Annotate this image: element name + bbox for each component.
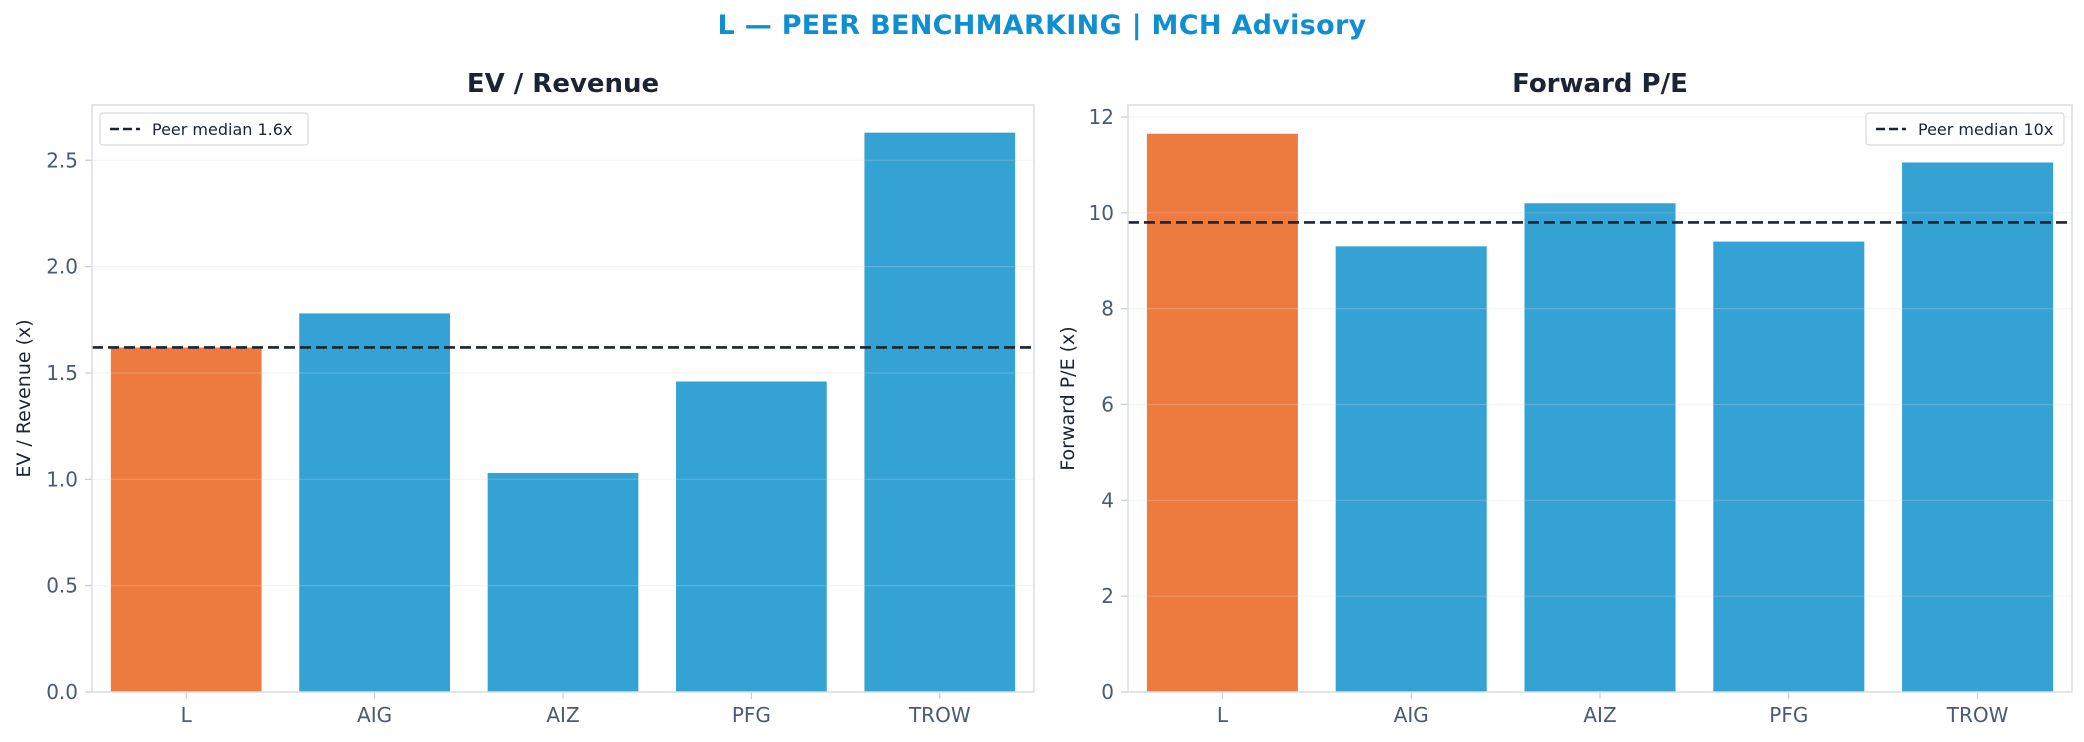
figure-title: L — PEER BENCHMARKING | MCH Advisory (717, 10, 1367, 41)
y-tick-label: 10 (1089, 201, 1114, 225)
bar-aig (1335, 246, 1487, 692)
bar-pfg (676, 381, 827, 692)
x-tick-label: AIZ (546, 703, 579, 727)
bar-trow (1902, 162, 2054, 692)
y-tick-label: 4 (1101, 488, 1114, 512)
legend-label: Peer median 10x (1918, 120, 2053, 139)
y-axis-label: EV / Revenue (x) (13, 319, 35, 477)
axes-frame (91, 104, 1035, 693)
bar-aiz (1524, 203, 1676, 692)
x-tick-label: PFG (1769, 703, 1808, 727)
y-tick-label: 2.5 (46, 148, 78, 172)
bar-l (1146, 133, 1298, 692)
y-tick-label: 0.0 (46, 680, 78, 704)
y-tick-label: 0.5 (46, 574, 78, 598)
x-tick-label: L (1217, 703, 1229, 727)
y-tick-label: 8 (1101, 297, 1114, 321)
x-tick-label: AIZ (1583, 703, 1616, 727)
legend-box (1865, 112, 2065, 146)
y-tick-label: 1.0 (46, 467, 78, 491)
x-tick-label: PFG (732, 703, 771, 727)
x-tick-label: AIG (1394, 703, 1429, 727)
bar-aig (299, 313, 450, 692)
panel-title: Forward P/E (1512, 69, 1688, 99)
y-tick-label: 6 (1101, 392, 1114, 416)
legend-box (99, 112, 309, 146)
bar-l (110, 347, 262, 692)
x-tick-label: L (181, 703, 193, 727)
y-tick-label: 1.5 (46, 361, 78, 385)
x-tick-label: AIG (357, 703, 392, 727)
x-tick-label: TROW (908, 703, 971, 727)
y-axis-label: Forward P/E (x) (1057, 326, 1079, 470)
x-tick-label: TROW (1946, 703, 2009, 727)
legend-label: Peer median 1.6x (152, 120, 292, 139)
panel-title: EV / Revenue (467, 69, 659, 99)
bar-trow (864, 132, 1016, 692)
bar-pfg (1713, 241, 1865, 692)
y-tick-label: 2.0 (46, 255, 78, 279)
y-tick-label: 0 (1101, 680, 1114, 704)
axes-frame (1127, 104, 2073, 693)
y-tick-label: 2 (1101, 584, 1114, 608)
bar-aiz (487, 472, 639, 692)
y-tick-label: 12 (1089, 105, 1114, 129)
